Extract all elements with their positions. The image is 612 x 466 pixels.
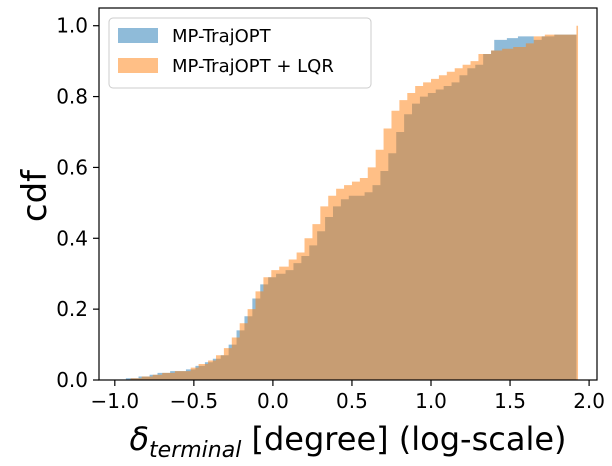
plot-frame	[98, 7, 598, 381]
y-tick-label: 1.0	[56, 14, 88, 38]
x-axis-label-subscript: terminal	[149, 438, 241, 463]
y-tick-label: 0.0	[56, 368, 88, 392]
legend: MP-TrajOPT MP-TrajOPT + LQR	[108, 17, 372, 89]
y-axis: 0.0 0.2 0.4 0.6 0.8 1.0	[56, 14, 99, 392]
y-tick-label: 0.2	[56, 297, 88, 321]
x-axis-label-rest: [degree] (log-scale)	[241, 420, 566, 458]
x-tick-label: −0.5	[170, 389, 219, 413]
x-tick-label: 2.0	[573, 389, 605, 413]
series-area-2	[125, 25, 579, 381]
y-tick-label: 0.8	[56, 85, 88, 109]
x-tick-label: 1.0	[415, 389, 447, 413]
legend-label-2: MP-TrajOPT + LQR	[172, 56, 334, 77]
legend-swatch-2	[118, 58, 158, 73]
x-axis-label: δterminal [degree] (log-scale)	[129, 420, 566, 463]
x-tick-label: 1.5	[494, 389, 526, 413]
plot-area	[98, 7, 598, 381]
x-tick-label: 0.0	[257, 389, 289, 413]
legend-entries: MP-TrajOPT MP-TrajOPT + LQR	[118, 26, 334, 77]
x-tick-label: 0.5	[336, 389, 368, 413]
x-axis: −1.0 −0.5 0.0 0.5 1.0 1.5 2.0	[91, 380, 605, 413]
x-axis-label-symbol: δ	[129, 420, 149, 458]
y-axis-label: cdf	[15, 169, 55, 222]
x-tick-label: −1.0	[91, 389, 140, 413]
legend-label-1: MP-TrajOPT	[172, 26, 272, 47]
legend-swatch-1	[118, 28, 158, 43]
legend-box	[108, 17, 372, 89]
y-tick-label: 0.6	[56, 155, 88, 179]
y-tick-label: 0.4	[56, 226, 88, 250]
series-layer	[122, 25, 579, 381]
